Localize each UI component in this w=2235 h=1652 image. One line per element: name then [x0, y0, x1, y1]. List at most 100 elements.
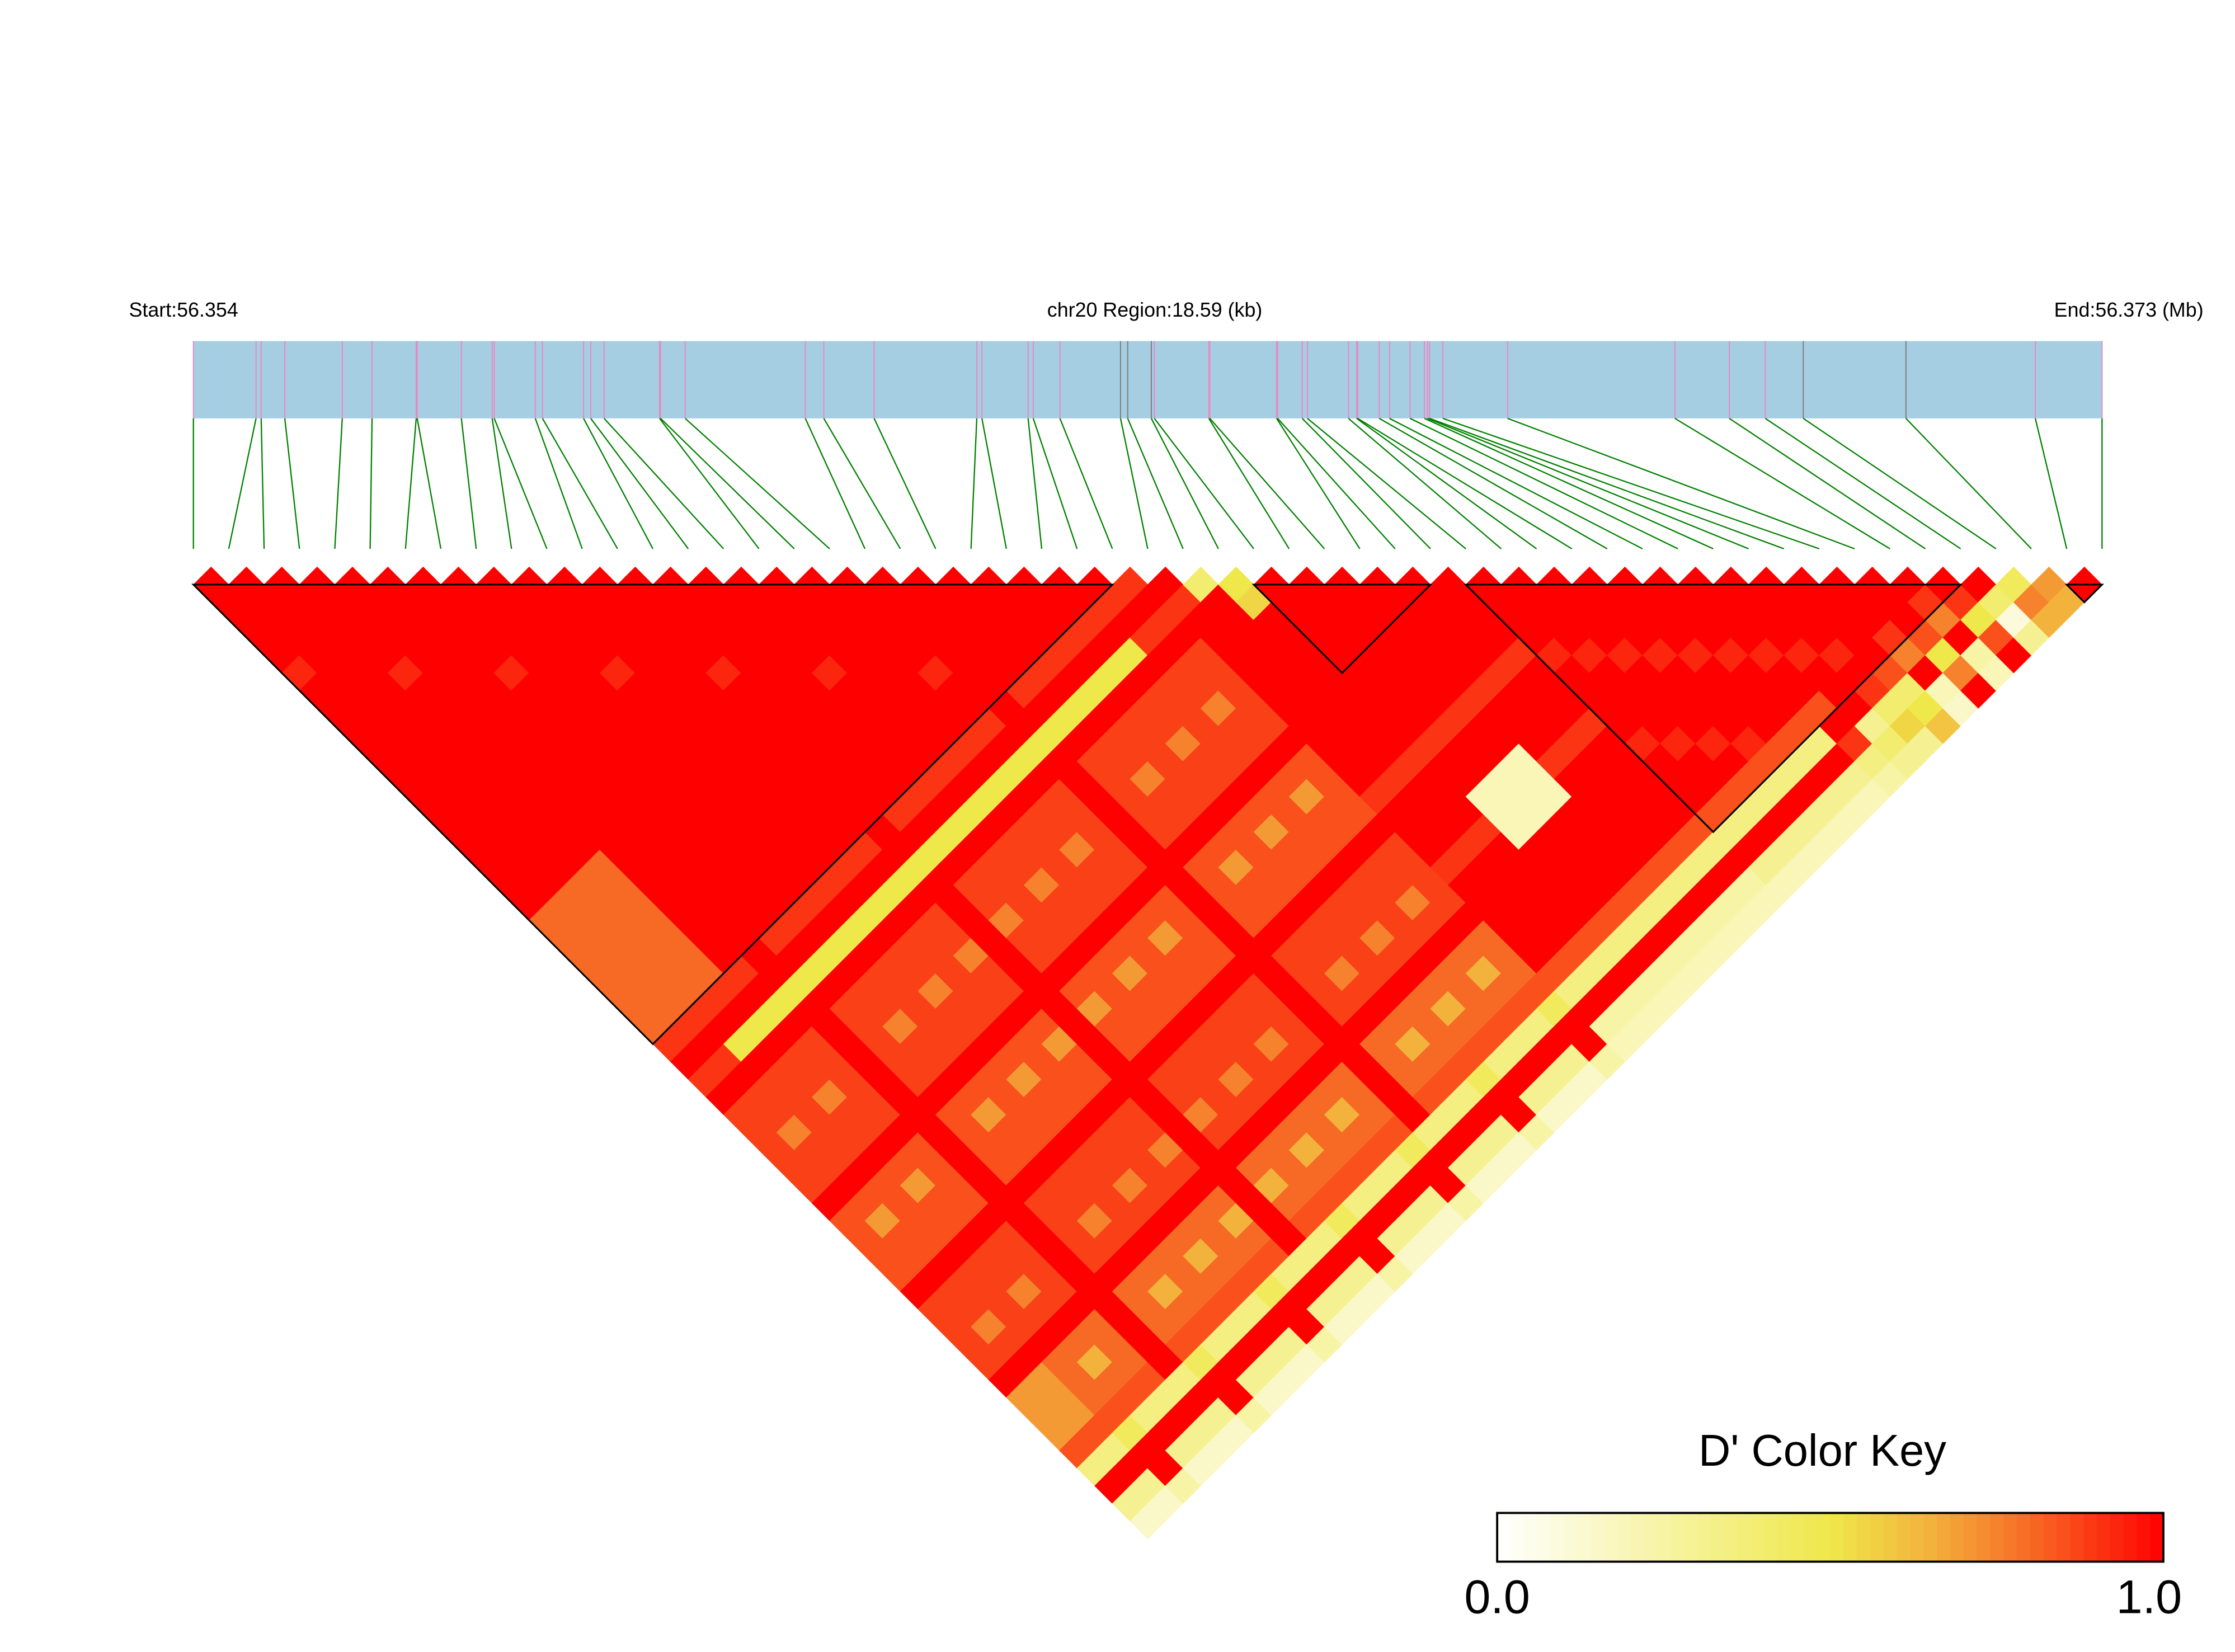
color-key-step — [1750, 1513, 1765, 1562]
snp-connector-line — [1409, 417, 1678, 550]
color-key-step — [1883, 1513, 1898, 1562]
snp-connector-line — [1307, 418, 1466, 549]
snp-connector-line — [658, 418, 760, 549]
snp-connector-line — [334, 418, 343, 549]
color-key-step — [2043, 1513, 2058, 1562]
color-key-step — [1577, 1513, 1591, 1562]
color-key-step — [2030, 1513, 2044, 1562]
color-key-step — [1817, 1513, 1831, 1562]
snp-connector-line — [1429, 417, 1785, 550]
color-key-step — [1683, 1513, 1698, 1562]
gene-bar-track — [192, 341, 2103, 418]
snp-connector-line — [460, 418, 477, 549]
snp-connector-line — [1119, 418, 1149, 549]
color-key-step — [1737, 1513, 1751, 1562]
color-key-step — [2123, 1513, 2138, 1562]
snp-connector-line — [1803, 417, 1997, 549]
snp-connector-line — [1357, 417, 1573, 549]
color-key-step — [2016, 1513, 2031, 1562]
color-key-step — [1603, 1513, 1618, 1562]
snp-connector-line — [1674, 417, 1890, 549]
snp-connector-line — [284, 418, 300, 549]
snp-connector-line — [1301, 418, 1431, 549]
snp-connector-line — [493, 418, 548, 549]
color-key-step — [1950, 1513, 1964, 1562]
ld-block-outline — [2064, 583, 2105, 604]
region-end-label: End:56.373 (Mb) — [2054, 299, 2204, 321]
snp-connector-line — [1356, 417, 1537, 549]
color-key-step — [1523, 1513, 1538, 1562]
ld-heatmap-cells — [193, 566, 2102, 1540]
snp-connector-line — [228, 418, 257, 549]
color-key-step — [1550, 1513, 1565, 1562]
color-key-step — [1857, 1513, 1871, 1562]
snp-connector-line — [873, 418, 937, 549]
snp-connector-line — [1209, 418, 1325, 549]
color-key-step — [1870, 1513, 1884, 1562]
snp-connector-line — [685, 418, 830, 549]
color-key-step — [1963, 1513, 1978, 1562]
color-key-step — [1670, 1513, 1685, 1562]
color-key-step — [1657, 1513, 1671, 1562]
color-key-step — [1510, 1513, 1524, 1562]
snp-connector-line — [1765, 417, 1961, 549]
snp-connector-line — [404, 418, 417, 549]
snp-connector-line — [1442, 417, 1820, 550]
snp-connector-line — [1208, 418, 1290, 549]
color-key-step — [1644, 1513, 1658, 1562]
color-key-step — [1923, 1513, 1938, 1562]
color-key-step — [1763, 1513, 1778, 1562]
color-key-step — [1617, 1513, 1631, 1562]
color-key-step — [1803, 1513, 1818, 1562]
color-key-step — [1790, 1513, 1804, 1562]
color-key-step — [1710, 1513, 1725, 1562]
snp-connector-line — [1150, 418, 1219, 549]
snp-connector-line — [369, 418, 373, 549]
color-key-step — [1830, 1513, 1845, 1562]
snp-connector-line — [491, 418, 512, 549]
snp-connector-line — [660, 418, 795, 549]
snp-connector-line — [1427, 417, 1749, 550]
snp-connector-line — [1127, 418, 1184, 549]
snp-connector-line — [534, 418, 583, 549]
snp-connector-line — [823, 418, 901, 549]
snp-connector-line — [1424, 417, 1714, 550]
color-key-step — [1537, 1513, 1551, 1562]
color-key-step — [2070, 1513, 2085, 1562]
color-key-step — [1630, 1513, 1645, 1562]
ld-block-outline — [191, 583, 1115, 1046]
snp-connector-line — [2034, 418, 2068, 549]
snp-connector-line — [603, 418, 724, 549]
color-key-border — [1496, 1512, 2165, 1563]
color-key-step — [1697, 1513, 1711, 1562]
snp-connector-line — [970, 418, 978, 549]
snp-connector-line — [1276, 418, 1361, 549]
color-key-step — [1777, 1513, 1791, 1562]
color-key-step — [1590, 1513, 1605, 1562]
ld-block-outline — [1464, 583, 1963, 834]
gene-bar — [193, 341, 2102, 418]
snp-connector-line — [542, 418, 618, 549]
snp-connector-line — [1378, 417, 1608, 549]
color-key-step — [1977, 1513, 1991, 1562]
snp-connector-line — [1729, 417, 1926, 549]
color-key-step — [1564, 1513, 1578, 1562]
color-key-step — [1497, 1513, 1511, 1562]
snp-connector-line — [981, 418, 1007, 549]
color-key-step — [2057, 1513, 2071, 1562]
snp-connector-line — [590, 418, 689, 549]
color-key-max-label: 1.0 — [2116, 1571, 2182, 1623]
region-start-label: Start:56.354 — [129, 299, 238, 321]
color-key-step — [2110, 1513, 2124, 1562]
snp-connector-line — [583, 418, 654, 549]
region-center-label: chr20 Region:18.59 (kb) — [1047, 299, 1263, 321]
snp-connector-line — [416, 418, 442, 549]
snp-connector-line — [1277, 418, 1396, 549]
color-key-step — [1910, 1513, 1925, 1562]
color-key-step — [1724, 1513, 1738, 1562]
color-key-step — [1937, 1513, 1951, 1562]
color-key-step — [2096, 1513, 2111, 1562]
color-key-step — [1990, 1513, 2005, 1562]
snp-connector-lines — [192, 417, 2103, 550]
snp-connector-line — [1154, 418, 1254, 549]
